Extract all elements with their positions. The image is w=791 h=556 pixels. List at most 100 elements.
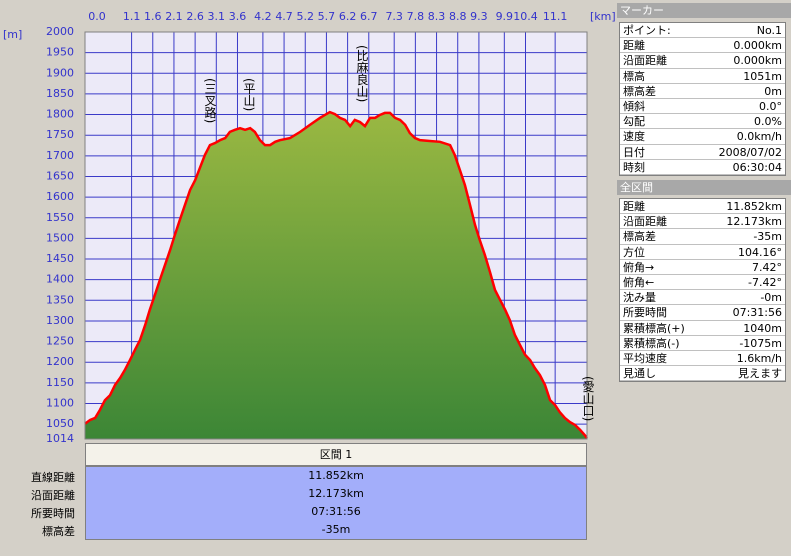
panel-label: 見通し bbox=[623, 367, 656, 381]
y-tick-label: 1650 bbox=[46, 169, 74, 182]
panel-label: ポイント: bbox=[623, 24, 671, 37]
panel-label: 時刻 bbox=[623, 160, 645, 174]
y-tick-label: 1700 bbox=[46, 149, 74, 162]
panel-label: 勾配 bbox=[623, 115, 645, 129]
summary-label: 標高差 bbox=[42, 525, 75, 538]
panel-row: 距離 11.852km bbox=[620, 199, 785, 215]
y-tick-label: 1300 bbox=[46, 314, 74, 327]
panel-row: 勾配 0.0% bbox=[620, 114, 785, 130]
x-tick-label: 8.8 bbox=[449, 10, 467, 23]
panel-value: 06:30:04 bbox=[732, 160, 782, 174]
y-tick-label: 1900 bbox=[46, 66, 74, 79]
x-tick-label: 5.7 bbox=[318, 10, 336, 23]
x-tick-label: 10.4 bbox=[513, 10, 538, 23]
y-tick-label: 1150 bbox=[46, 376, 74, 389]
plot-frame bbox=[84, 31, 588, 440]
panel-row: 速度 0.0km/h bbox=[620, 129, 785, 145]
x-tick-label: 1.6 bbox=[144, 10, 162, 23]
panel-row: 累積標高(+) 1040m bbox=[620, 321, 785, 336]
y-tick-label: 1500 bbox=[46, 231, 74, 244]
y-tick-label: 1400 bbox=[46, 273, 74, 286]
annotation: (三叉路) bbox=[203, 78, 217, 124]
summary-label: 沿面距離 bbox=[31, 489, 75, 502]
panel-value: -0m bbox=[760, 291, 782, 305]
x-tick-label: 3.1 bbox=[208, 10, 226, 23]
panel-value: 見えます bbox=[738, 367, 782, 381]
x-tick-label: 9.3 bbox=[470, 10, 488, 23]
panel-value: 11.852km bbox=[726, 200, 782, 213]
panel-label: 日付 bbox=[623, 145, 645, 159]
panel-row: 標高 1051m bbox=[620, 69, 785, 84]
panel-value: 2008/07/02 bbox=[718, 145, 782, 159]
section-summary bbox=[85, 466, 587, 540]
profile-line bbox=[84, 110, 588, 439]
panel-label: 俯角→ bbox=[623, 260, 655, 274]
panel-row: 距離 0.000km bbox=[620, 38, 785, 54]
x-tick-label: 0.0 bbox=[88, 10, 106, 23]
summary-value: 11.852km bbox=[308, 469, 364, 482]
panel-value: -35m bbox=[753, 230, 782, 244]
panel-value: 07:31:56 bbox=[732, 306, 782, 320]
summary-label: 所要時間 bbox=[31, 507, 75, 520]
panel-row: 所要時間 07:31:56 bbox=[620, 305, 785, 321]
panel-value: 104.16° bbox=[738, 245, 782, 259]
panel-row: 見通し 見えます bbox=[620, 366, 785, 382]
panel-value: 0.0km/h bbox=[736, 130, 782, 144]
x-unit: [km] bbox=[590, 10, 616, 23]
panel-row: 標高差 -35m bbox=[620, 229, 785, 245]
x-tick-label: 2.6 bbox=[186, 10, 204, 23]
annotation: (平山) bbox=[242, 78, 256, 112]
x-tick-label: 1.1 bbox=[123, 10, 141, 23]
summary-value: -35m bbox=[321, 523, 351, 536]
section-title: 全区間 bbox=[617, 180, 791, 195]
x-tick-label: 7.8 bbox=[407, 10, 425, 23]
y-tick-label: 1050 bbox=[46, 417, 74, 430]
panel-label: 傾斜 bbox=[623, 99, 645, 113]
panel-row: 平均速度 1.6km/h bbox=[620, 351, 785, 367]
panel-label: 累積標高(+) bbox=[623, 321, 685, 335]
y-tick-label: 1950 bbox=[46, 46, 74, 59]
panel-row: 俯角← -7.42° bbox=[620, 275, 785, 291]
panel-row: 日付 2008/07/02 bbox=[620, 145, 785, 160]
panel-row: 俯角→ 7.42° bbox=[620, 260, 785, 275]
y-tick-label: 1450 bbox=[46, 252, 74, 265]
panel-label: 距離 bbox=[623, 200, 645, 213]
panel-value: -1075m bbox=[739, 336, 782, 350]
panel-value: 1051m bbox=[743, 69, 782, 83]
y-unit: [m] bbox=[3, 28, 22, 41]
panel-label: 標高 bbox=[623, 69, 645, 83]
panel-value: 0.000km bbox=[733, 54, 782, 68]
panel-value: 1.6km/h bbox=[736, 351, 782, 365]
panel-label: 速度 bbox=[623, 130, 645, 144]
panel-value: 0m bbox=[764, 84, 782, 98]
section-table: 距離 11.852km 沿面距離 12.173km 標高差 -35m 方位 104.16° 俯角… bbox=[619, 198, 786, 383]
x-tick-label: 7.3 bbox=[385, 10, 403, 23]
profile-area bbox=[85, 112, 587, 440]
y-tick-label: 2000 bbox=[46, 25, 74, 38]
y-tick-label: 1200 bbox=[46, 355, 74, 368]
x-tick-label: 11.1 bbox=[543, 10, 568, 23]
panel-label: 所要時間 bbox=[623, 306, 667, 320]
y-tick-label: 1600 bbox=[46, 190, 74, 203]
x-tick-label: 5.2 bbox=[296, 10, 314, 23]
x-tick-label: 4.2 bbox=[254, 10, 272, 23]
x-tick-label: 4.7 bbox=[275, 10, 293, 23]
panel-row: 傾斜 0.0° bbox=[620, 99, 785, 115]
summary-label: 直線距離 bbox=[31, 471, 75, 484]
panel-value: 0.0° bbox=[759, 99, 782, 113]
panel-row: ポイント: No.1 bbox=[620, 23, 785, 39]
marker-title: マーカー bbox=[617, 3, 791, 18]
panel-label: 標高差 bbox=[623, 230, 656, 244]
panel-row: 沈み量 -0m bbox=[620, 290, 785, 306]
y-tick-label: 1100 bbox=[46, 397, 74, 410]
y-tick-label: 1850 bbox=[46, 87, 74, 100]
panel-value: 12.173km bbox=[726, 215, 782, 229]
panel-value: -7.42° bbox=[748, 275, 782, 289]
panel-label: 沿面距離 bbox=[623, 54, 667, 68]
y-tick-label: 1250 bbox=[46, 335, 74, 348]
panel-row: 標高差 0m bbox=[620, 84, 785, 99]
panel-label: 方位 bbox=[623, 245, 645, 259]
panel-value: 0.000km bbox=[733, 39, 782, 53]
x-tick-label: 9.9 bbox=[496, 10, 514, 23]
